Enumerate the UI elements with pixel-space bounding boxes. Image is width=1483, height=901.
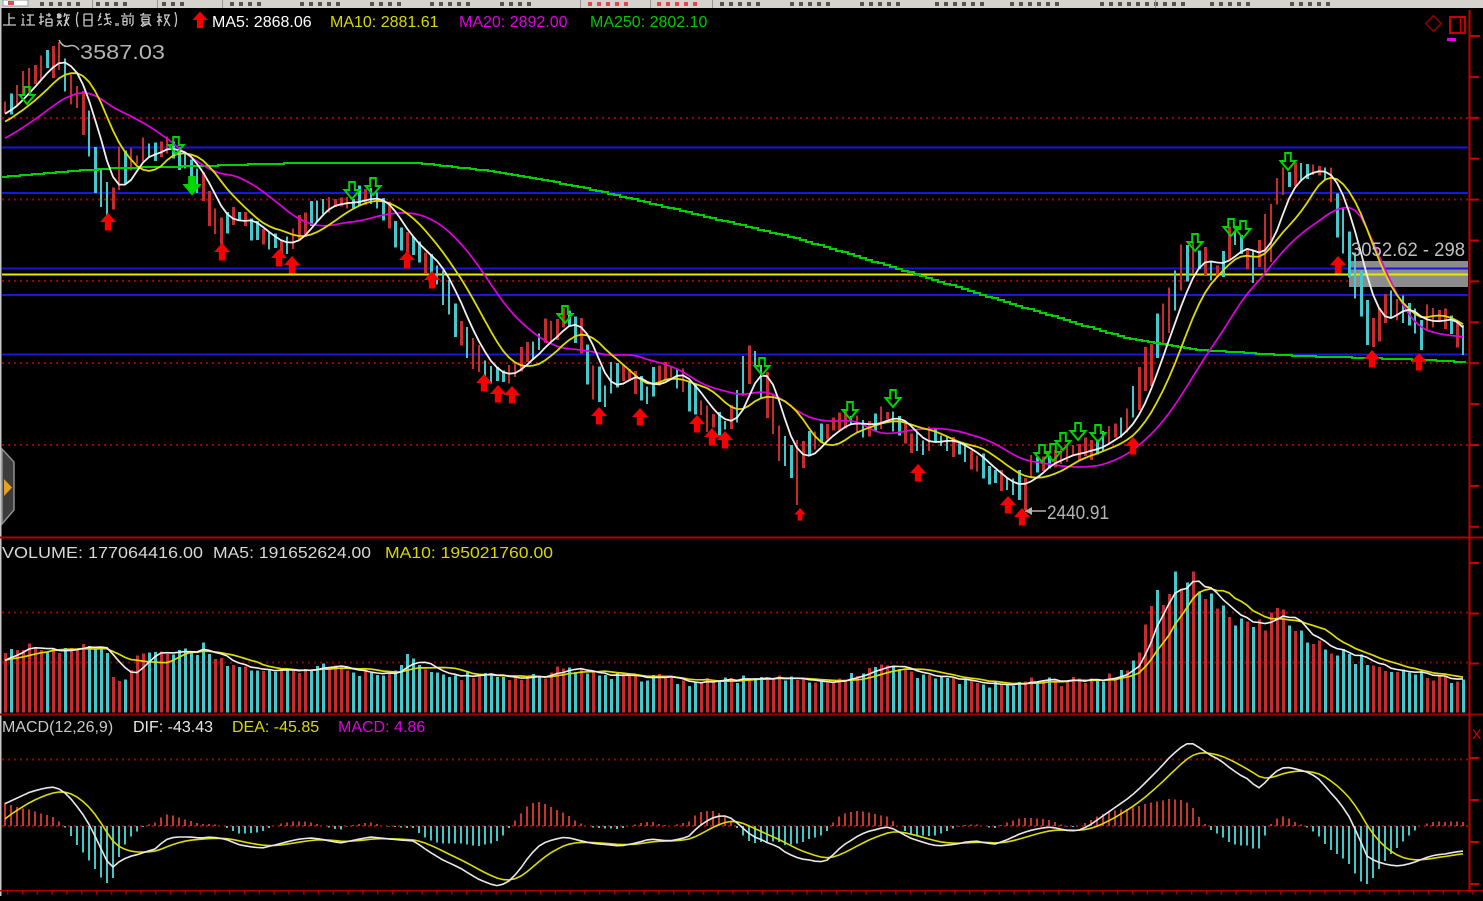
svg-text:MACD(12,26,9): MACD(12,26,9) bbox=[2, 719, 113, 736]
svg-text:MA5: 2868.06: MA5: 2868.06 bbox=[212, 14, 312, 31]
svg-text:X: X bbox=[1472, 726, 1482, 742]
svg-text:DEA: -45.85: DEA: -45.85 bbox=[232, 719, 319, 736]
svg-text:DIF: -43.43: DIF: -43.43 bbox=[133, 719, 213, 736]
svg-text:3587.03: 3587.03 bbox=[80, 42, 165, 64]
svg-text:2440.91: 2440.91 bbox=[1047, 503, 1109, 524]
svg-text:MA10: 195021760.00: MA10: 195021760.00 bbox=[385, 545, 553, 562]
svg-text:MA10: 2881.61: MA10: 2881.61 bbox=[330, 14, 439, 31]
svg-text:3052.62 - 298: 3052.62 - 298 bbox=[1351, 240, 1465, 261]
svg-text:MACD: 4.86: MACD: 4.86 bbox=[338, 719, 425, 736]
svg-text:MA250: 2802.10: MA250: 2802.10 bbox=[590, 14, 708, 31]
svg-text:VOLUME: 177064416.00: VOLUME: 177064416.00 bbox=[2, 545, 203, 562]
svg-text:MA20: 2892.00: MA20: 2892.00 bbox=[459, 14, 568, 31]
svg-text:MA5: 191652624.00: MA5: 191652624.00 bbox=[213, 545, 371, 562]
